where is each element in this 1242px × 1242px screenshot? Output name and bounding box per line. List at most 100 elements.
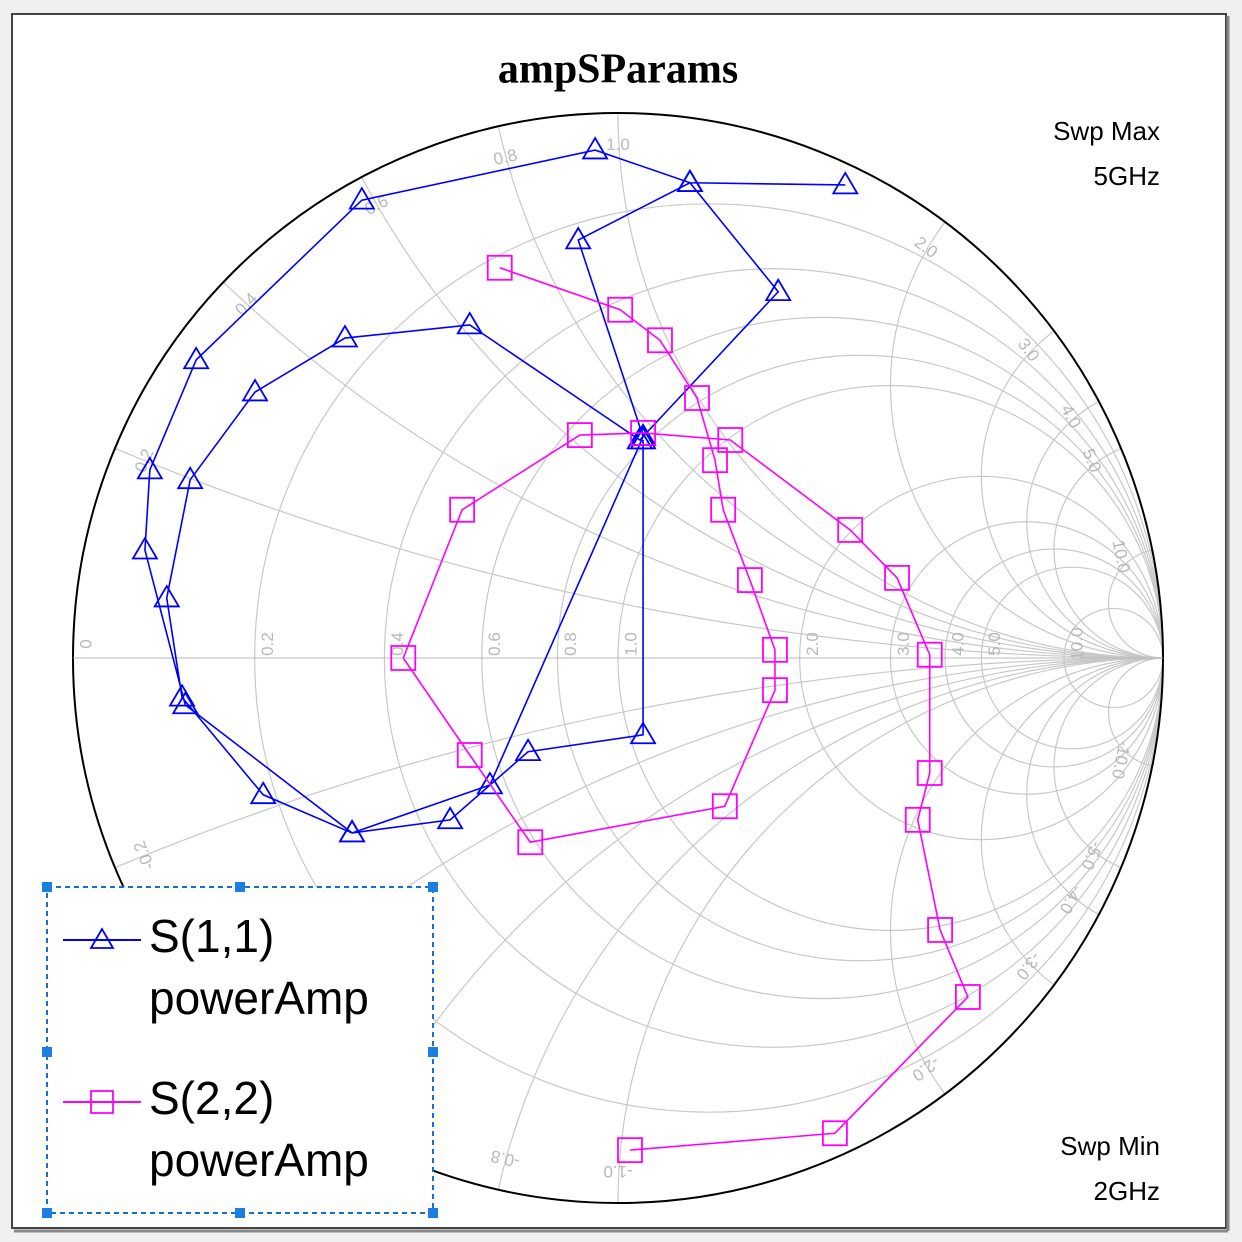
chart-title: ampSParams: [498, 47, 738, 93]
resistance-label: 4.0: [948, 632, 967, 656]
data-marker: [241, 378, 269, 402]
resistance-label: 0.4: [388, 632, 407, 656]
data-marker: [331, 324, 359, 348]
data-marker: [131, 536, 159, 560]
selection-handle: [428, 1208, 438, 1218]
selection-handle: [235, 882, 245, 892]
data-marker: [249, 781, 277, 805]
reactance-label: -1.0: [603, 1162, 632, 1181]
reactance-label: 0.8: [492, 145, 519, 169]
data-marker: [436, 806, 464, 830]
data-marker: [954, 984, 981, 1010]
reactance-arc: [1053, 657, 1163, 877]
legend-marker: [89, 927, 115, 949]
data-marker: [176, 466, 204, 490]
data-marker: [171, 691, 199, 715]
legend-symbol: [89, 927, 115, 949]
traces: [131, 136, 981, 1164]
reactance-label: 1.0: [606, 135, 630, 154]
data-marker: [629, 721, 657, 745]
selection-handle: [42, 882, 52, 892]
data-marker: [762, 677, 788, 704]
reactance-arc: [1026, 384, 1163, 659]
data-marker: [736, 567, 763, 593]
data-marker: [927, 917, 953, 943]
data-marker: [837, 517, 864, 543]
data-marker: [764, 277, 792, 302]
data-marker: [517, 829, 544, 856]
data-marker: [904, 806, 931, 833]
annotation: Swp Max: [1053, 116, 1160, 146]
resistance-label: 10.0: [1067, 627, 1086, 660]
data-marker: [564, 226, 592, 250]
reactance-arc: [889, 657, 1163, 1203]
reactance-arc: [1026, 657, 1163, 932]
reactance-arc: [1107, 657, 1163, 768]
data-marker: [348, 186, 376, 210]
data-marker: [566, 422, 593, 448]
data-marker: [449, 496, 476, 523]
legend-source: powerAmp: [149, 1134, 369, 1186]
selection-handle: [42, 1208, 52, 1218]
selection-handle: [42, 1047, 52, 1057]
data-marker: [684, 385, 710, 411]
resistance-label: 5.0: [985, 632, 1004, 656]
data-marker: [182, 346, 210, 370]
data-marker: [456, 742, 483, 768]
data-marker: [762, 636, 788, 663]
legend-label: S(2,2): [149, 1072, 274, 1124]
data-marker: [916, 760, 943, 786]
resistance-label: 0.2: [258, 632, 277, 656]
data-marker: [514, 737, 542, 762]
data-marker: [711, 793, 738, 820]
resistance-label: 1.0: [621, 632, 640, 656]
legend-source: powerAmp: [149, 972, 369, 1024]
legend-label: S(1,1): [149, 910, 274, 962]
data-marker: [630, 420, 656, 446]
reactance-arc: [1107, 548, 1163, 659]
data-marker: [486, 254, 513, 281]
selection-handle: [235, 1208, 245, 1218]
reactance-arc: [1053, 439, 1163, 659]
selection-handle: [428, 1047, 438, 1057]
data-marker: [717, 427, 744, 453]
annotation: 5GHz: [1094, 161, 1160, 191]
resistance-label: 2.0: [803, 632, 822, 656]
annotation: 2GHz: [1094, 1176, 1160, 1206]
resistance-label: 0.6: [485, 632, 504, 656]
selection-handle: [428, 882, 438, 892]
data-marker: [338, 819, 366, 843]
data-marker: [626, 426, 654, 450]
data-marker: [676, 168, 704, 193]
legend-symbol: [90, 1090, 114, 1114]
data-marker: [831, 171, 859, 195]
data-marker: [168, 683, 196, 707]
data-marker: [617, 1137, 643, 1164]
data-marker: [476, 771, 504, 795]
resistance-label: 0.8: [561, 632, 580, 656]
resistance-label: 3.0: [894, 632, 913, 656]
legend-marker: [90, 1090, 114, 1114]
data-marker: [456, 311, 484, 335]
data-marker: [390, 645, 417, 671]
data-marker: [136, 456, 164, 480]
legend-box[interactable]: [46, 886, 434, 1214]
data-marker: [153, 584, 181, 608]
data-marker: [710, 496, 737, 523]
trace: [144, 149, 846, 834]
resistance-label: 0: [76, 639, 95, 648]
data-marker: [822, 1120, 848, 1147]
trace: [402, 267, 969, 1151]
data-marker: [607, 296, 634, 323]
data-marker: [916, 641, 943, 668]
data-marker: [581, 136, 609, 160]
data-marker: [884, 564, 910, 591]
annotation: Swp Min: [1060, 1131, 1160, 1161]
data-marker: [647, 327, 673, 354]
reactance-arc: [889, 113, 1163, 659]
data-marker: [702, 447, 728, 474]
legend[interactable]: S(1,1) powerAmp S(2,2) powerAmp: [42, 882, 438, 1218]
